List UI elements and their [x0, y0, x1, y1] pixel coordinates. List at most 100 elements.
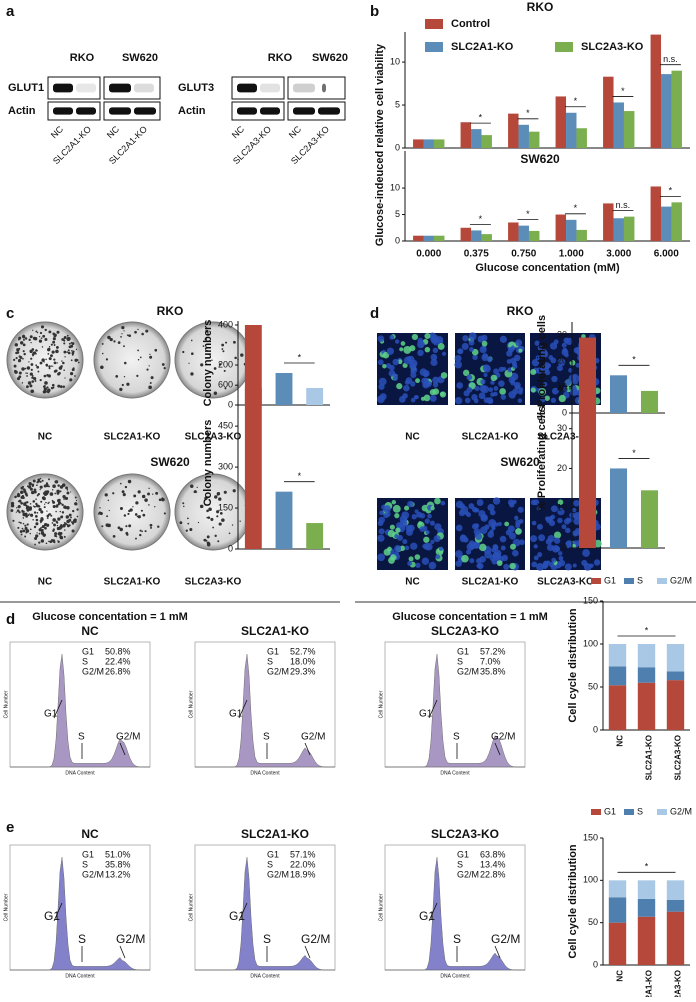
colony — [31, 483, 35, 487]
colony — [52, 528, 55, 531]
y-tick-label: 30 — [557, 329, 567, 339]
sample-label: SLC2A1-KO — [462, 577, 519, 588]
colony — [51, 489, 54, 491]
nucleus — [392, 504, 401, 513]
flow-axis-label: Cell Number — [378, 893, 384, 921]
nucleus — [405, 377, 413, 384]
flow-title: SLC2A3-KO — [431, 624, 499, 638]
nucleus — [548, 515, 554, 522]
colony — [27, 381, 32, 385]
nucleus — [476, 499, 484, 506]
nucleus — [377, 534, 385, 542]
nucleus — [484, 550, 492, 559]
nucleus — [488, 387, 494, 393]
legend-label: G2/M — [670, 806, 692, 816]
colony — [71, 353, 74, 356]
colony — [70, 359, 73, 362]
nucleus — [423, 536, 430, 543]
colony — [31, 353, 34, 355]
y-tick-label: 200 — [218, 359, 233, 369]
colony — [64, 507, 67, 510]
cell-line-label: RKO — [268, 52, 293, 64]
nucleus — [583, 563, 592, 571]
colony — [218, 497, 222, 501]
colony — [189, 527, 193, 532]
colony — [144, 530, 147, 533]
flow-stat-label: S — [457, 859, 463, 869]
bar — [423, 235, 434, 241]
nucleus — [377, 553, 386, 562]
colony — [63, 535, 66, 538]
colony — [148, 487, 150, 490]
nucleus — [499, 335, 507, 343]
colony — [66, 507, 69, 510]
significance-label: * — [298, 352, 302, 362]
nucleus — [403, 346, 412, 354]
nucleus — [537, 552, 543, 558]
bar-segment — [637, 667, 656, 683]
nucleus — [377, 520, 384, 527]
peak-label: S — [78, 932, 86, 946]
nucleus — [572, 389, 578, 396]
flow-stat-value: 13.2% — [105, 869, 131, 879]
peak-arrow — [428, 699, 438, 719]
colony — [31, 380, 35, 383]
nucleus — [411, 514, 417, 520]
colony — [32, 329, 34, 331]
flow-axis-label: DNA Content — [65, 973, 95, 979]
nucleus — [410, 381, 416, 387]
colony — [133, 494, 137, 498]
blot-frame — [103, 101, 161, 121]
nucleus — [561, 342, 567, 348]
nucleus — [537, 345, 543, 351]
colony — [58, 366, 63, 370]
colony — [41, 524, 45, 529]
nucleus — [410, 371, 417, 379]
colony — [200, 363, 204, 367]
nucleus — [430, 358, 438, 367]
nucleus — [389, 334, 395, 340]
colony — [25, 514, 28, 518]
legend-label: G1 — [604, 806, 616, 816]
colony — [66, 337, 71, 342]
legend-swatch — [624, 578, 634, 584]
nucleus — [564, 379, 571, 386]
colony — [36, 350, 38, 352]
colony — [46, 510, 48, 512]
nucleus — [427, 513, 432, 519]
nucleus — [421, 557, 430, 565]
colony — [23, 336, 25, 339]
nucleus — [489, 509, 496, 516]
flow-stat-label: G2/M — [457, 666, 479, 676]
bar-segment — [666, 899, 685, 912]
colony — [48, 367, 51, 370]
colony — [123, 345, 125, 348]
blot-band — [237, 107, 257, 115]
colony — [12, 519, 15, 522]
nucleus — [503, 563, 510, 570]
colony — [34, 536, 38, 540]
y-tick-label: 20 — [557, 463, 567, 473]
nucleus — [536, 367, 543, 374]
chart-title: RKO — [157, 304, 184, 318]
blot-band — [318, 107, 340, 115]
nucleus — [557, 517, 563, 524]
colony — [14, 495, 17, 499]
colony — [208, 507, 212, 512]
nucleus — [414, 395, 419, 400]
colony — [10, 504, 15, 508]
colony — [32, 505, 35, 507]
colony — [25, 372, 27, 374]
colony — [202, 345, 205, 348]
colony — [99, 507, 101, 509]
colony — [15, 351, 18, 355]
colony — [112, 535, 116, 538]
colony — [26, 366, 31, 370]
bar — [481, 234, 492, 241]
colony — [161, 497, 164, 500]
colony — [108, 509, 110, 512]
nucleus — [553, 531, 562, 539]
peak-label: G1 — [419, 709, 433, 720]
colony — [222, 350, 225, 353]
nucleus — [468, 339, 475, 346]
